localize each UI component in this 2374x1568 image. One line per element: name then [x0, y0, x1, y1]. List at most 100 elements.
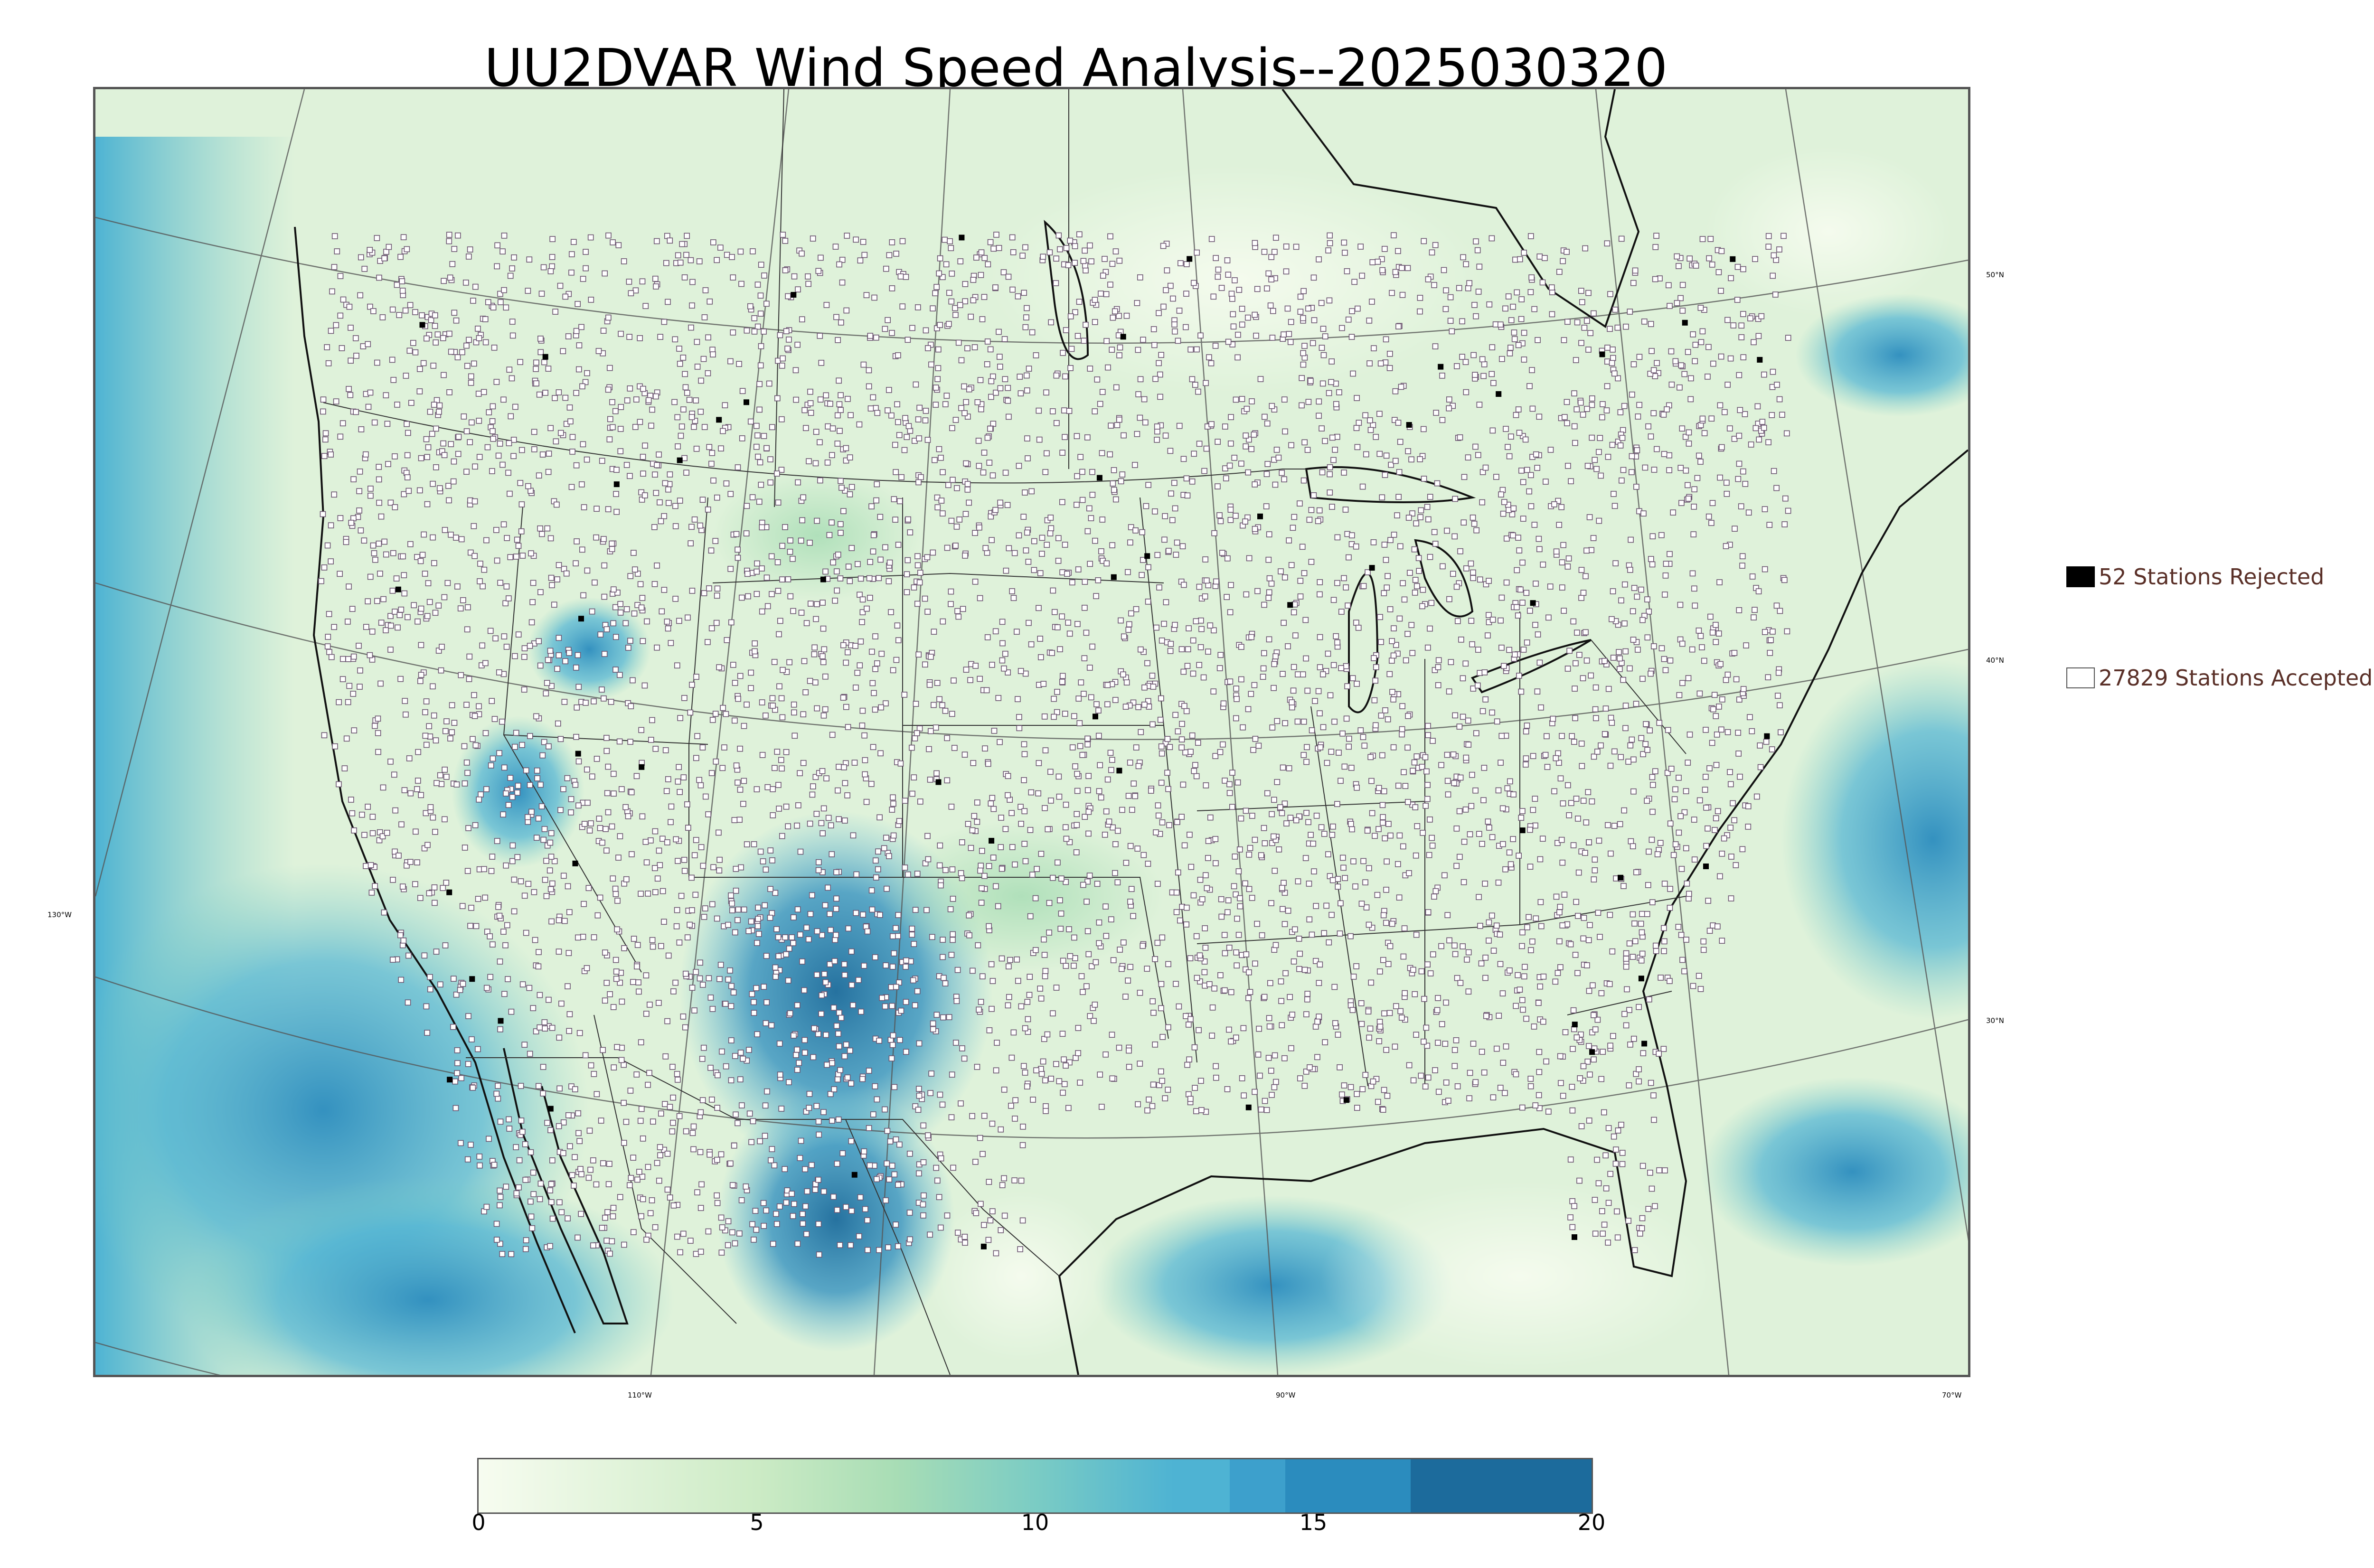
- station-accepted-marker: [1127, 843, 1134, 849]
- station-accepted-marker: [1574, 629, 1580, 636]
- station-accepted-marker: [1743, 642, 1749, 648]
- station-accepted-marker: [1626, 1082, 1632, 1089]
- station-accepted-marker: [1425, 516, 1432, 523]
- station-accepted-marker: [1129, 807, 1135, 813]
- station-accepted-marker: [1667, 978, 1673, 984]
- station-accepted-marker: [1521, 973, 1527, 980]
- station-accepted-marker: [324, 643, 331, 649]
- station-accepted-marker: [931, 702, 937, 708]
- station-accepted-marker: [501, 633, 508, 639]
- station-accepted-marker: [665, 776, 671, 782]
- station-accepted-marker: [1530, 753, 1536, 759]
- station-accepted-marker: [1157, 394, 1163, 400]
- station-accepted-marker: [1607, 1042, 1613, 1049]
- station-accepted-marker: [376, 464, 382, 470]
- station-accepted-marker: [497, 958, 503, 965]
- station-accepted-marker: [1092, 537, 1098, 544]
- station-accepted-marker: [1329, 832, 1336, 838]
- station-accepted-marker: [648, 737, 654, 743]
- station-accepted-marker: [400, 553, 406, 560]
- station-accepted-marker: [542, 877, 548, 883]
- station-accepted-marker: [1208, 360, 1215, 366]
- station-accepted-marker: [1626, 940, 1633, 947]
- station-accepted-marker: [878, 650, 885, 657]
- station-accepted-marker: [957, 302, 963, 308]
- station-accepted-marker: [1473, 313, 1479, 319]
- station-accepted-marker: [1662, 1167, 1668, 1174]
- station-accepted-marker: [451, 720, 458, 726]
- station-accepted-marker: [1162, 513, 1168, 519]
- station-accepted-marker: [748, 418, 754, 425]
- station-accepted-marker: [1591, 753, 1597, 760]
- station-accepted-marker: [1106, 818, 1112, 825]
- station-accepted-marker: [909, 744, 915, 751]
- station-accepted-marker: [1171, 321, 1178, 328]
- station-accepted-marker: [1183, 475, 1190, 482]
- station-accepted-marker: [859, 619, 865, 625]
- station-accepted-marker: [1507, 778, 1513, 785]
- station-accepted-marker: [1355, 305, 1361, 312]
- station-accepted-marker: [1285, 643, 1291, 649]
- station-accepted-marker: [1149, 673, 1156, 679]
- station-accepted-marker: [640, 1136, 646, 1142]
- station-accepted-marker: [1489, 427, 1496, 434]
- station-accepted-marker: [1109, 542, 1115, 548]
- station-accepted-marker: [1600, 401, 1606, 407]
- station-accepted-marker: [681, 695, 688, 701]
- station-accepted-marker: [549, 582, 555, 588]
- station-accepted-marker: [536, 949, 542, 955]
- station-accepted-marker: [446, 232, 452, 238]
- station-accepted-marker: [521, 686, 528, 693]
- station-accepted-marker: [1451, 780, 1457, 786]
- station-accepted-marker: [363, 624, 369, 630]
- station-accepted-marker: [1520, 516, 1526, 522]
- station-accepted-marker: [1110, 480, 1116, 487]
- station-accepted-marker: [915, 1107, 922, 1113]
- station-accepted-marker: [1170, 295, 1176, 302]
- station-accepted-marker: [999, 619, 1006, 625]
- station-accepted-marker: [843, 457, 849, 464]
- station-accepted-marker: [1696, 452, 1702, 459]
- station-accepted-marker: [1089, 469, 1095, 475]
- station-accepted-marker: [1300, 718, 1307, 725]
- station-accepted-marker: [1418, 968, 1425, 975]
- station-accepted-marker: [527, 782, 533, 788]
- station-accepted-marker: [1040, 254, 1046, 260]
- station-accepted-marker: [546, 743, 552, 750]
- station-accepted-marker: [1322, 1039, 1328, 1045]
- station-accepted-marker: [1388, 461, 1394, 468]
- station-accepted-marker: [917, 570, 923, 576]
- station-accepted-marker: [805, 273, 811, 280]
- station-accepted-marker: [1349, 308, 1355, 314]
- station-accepted-marker: [807, 400, 814, 406]
- station-accepted-marker: [1463, 754, 1470, 761]
- station-accepted-marker: [1590, 982, 1596, 988]
- station-accepted-marker: [404, 246, 410, 253]
- station-accepted-marker: [1742, 480, 1749, 487]
- station-accepted-marker: [465, 825, 471, 831]
- station-accepted-marker: [1685, 496, 1692, 502]
- station-accepted-marker: [1598, 742, 1604, 749]
- station-accepted-marker: [627, 638, 633, 644]
- station-accepted-marker: [433, 425, 439, 432]
- station-accepted-marker: [376, 476, 382, 483]
- station-accepted-marker: [1096, 919, 1102, 926]
- station-accepted-marker: [1069, 579, 1075, 586]
- station-accepted-marker: [1033, 1067, 1039, 1073]
- station-accepted-marker: [1658, 975, 1664, 981]
- station-accepted-marker: [684, 801, 690, 807]
- station-accepted-marker: [1240, 724, 1246, 731]
- station-accepted-marker: [1125, 793, 1132, 799]
- station-accepted-marker: [1536, 535, 1542, 542]
- station-accepted-marker: [816, 859, 822, 865]
- station-accepted-marker: [761, 1223, 767, 1229]
- station-accepted-marker: [1692, 602, 1698, 609]
- station-accepted-marker: [1159, 934, 1166, 941]
- station-accepted-marker: [975, 942, 981, 948]
- station-accepted-marker: [622, 804, 629, 810]
- station-accepted-marker: [874, 1096, 880, 1103]
- station-accepted-marker: [1740, 266, 1746, 272]
- station-accepted-marker: [547, 268, 554, 274]
- station-accepted-marker: [321, 732, 328, 739]
- station-accepted-marker: [1196, 1027, 1202, 1033]
